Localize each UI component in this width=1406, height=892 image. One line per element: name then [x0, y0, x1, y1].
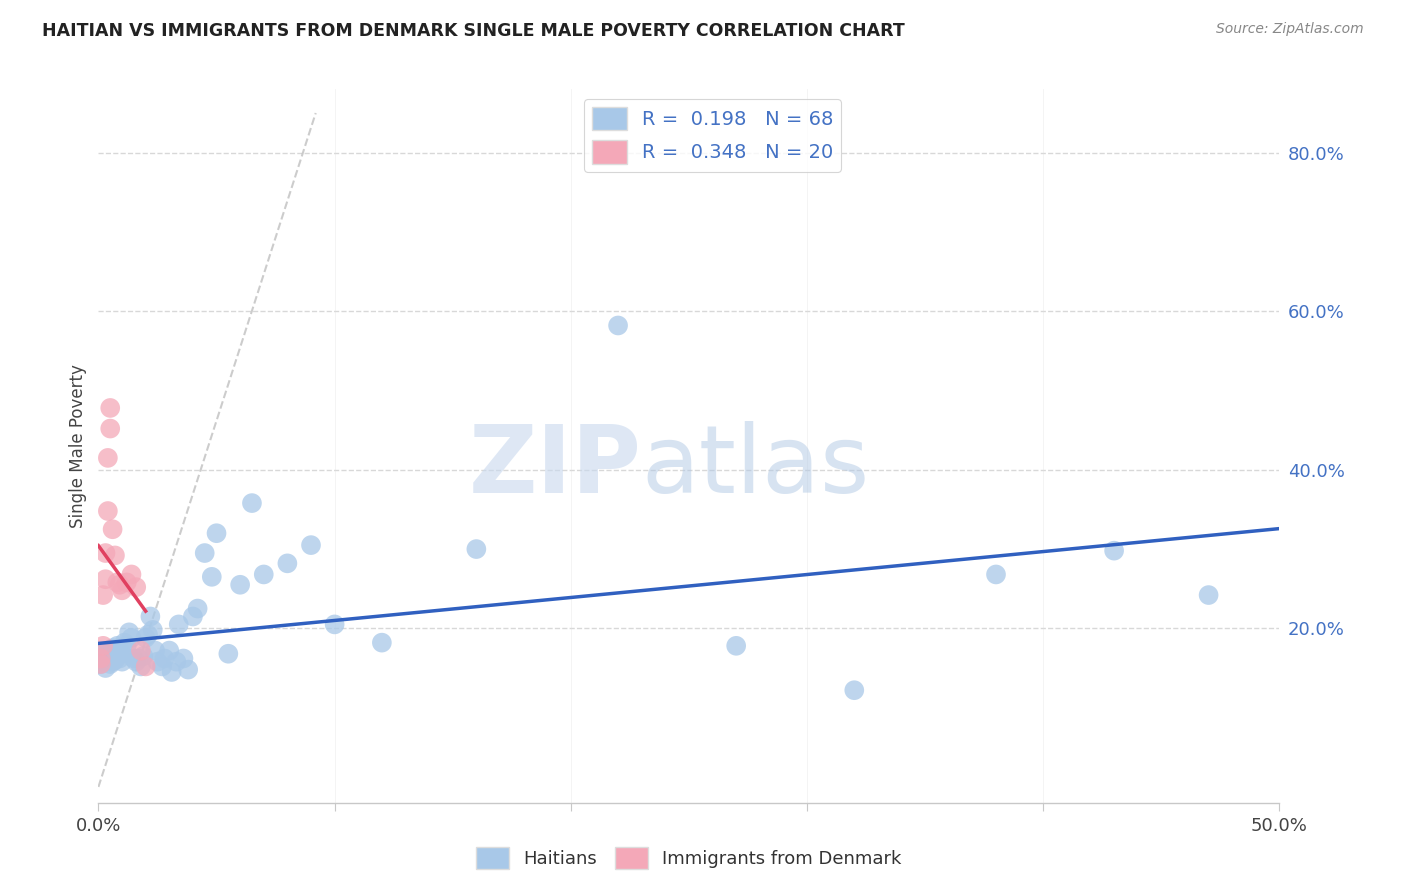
- Text: atlas: atlas: [641, 421, 870, 514]
- Point: [276, 557, 298, 571]
- Point: [108, 651, 131, 665]
- Point: [108, 578, 131, 592]
- Point: [1198, 588, 1220, 602]
- Point: [142, 623, 165, 637]
- Point: [129, 659, 152, 673]
- Point: [111, 647, 134, 661]
- Point: [118, 625, 141, 640]
- Point: [91, 655, 114, 669]
- Point: [129, 643, 152, 657]
- Point: [105, 647, 128, 661]
- Point: [160, 665, 183, 679]
- Point: [97, 504, 120, 518]
- Point: [725, 639, 748, 653]
- Point: [135, 631, 157, 645]
- Point: [108, 643, 131, 657]
- Point: [101, 649, 124, 664]
- Point: [111, 655, 134, 669]
- Point: [104, 645, 127, 659]
- Point: [94, 655, 117, 669]
- Point: [122, 651, 145, 665]
- Point: [98, 401, 121, 415]
- Y-axis label: Single Male Poverty: Single Male Poverty: [69, 364, 87, 528]
- Point: [465, 542, 488, 557]
- Point: [150, 659, 173, 673]
- Point: [97, 647, 120, 661]
- Text: ZIP: ZIP: [468, 421, 641, 514]
- Point: [91, 639, 114, 653]
- Point: [105, 575, 128, 590]
- Point: [177, 663, 200, 677]
- Point: [128, 651, 150, 665]
- Point: [105, 639, 128, 653]
- Point: [371, 635, 394, 649]
- Point: [844, 683, 866, 698]
- Point: [111, 583, 134, 598]
- Point: [125, 580, 148, 594]
- Point: [90, 651, 112, 665]
- Point: [187, 601, 209, 615]
- Point: [121, 567, 143, 582]
- Point: [153, 651, 176, 665]
- Point: [115, 575, 138, 590]
- Legend: Haitians, Immigrants from Denmark: Haitians, Immigrants from Denmark: [470, 839, 908, 876]
- Point: [94, 661, 117, 675]
- Point: [146, 655, 169, 669]
- Point: [112, 635, 135, 649]
- Point: [607, 318, 630, 333]
- Point: [201, 570, 224, 584]
- Point: [104, 653, 127, 667]
- Point: [135, 659, 157, 673]
- Point: [121, 631, 143, 645]
- Point: [94, 546, 117, 560]
- Point: [165, 655, 187, 669]
- Point: [97, 450, 120, 465]
- Point: [229, 578, 252, 592]
- Point: [143, 643, 166, 657]
- Point: [323, 617, 346, 632]
- Point: [217, 647, 239, 661]
- Point: [104, 549, 127, 563]
- Point: [98, 657, 121, 671]
- Point: [97, 653, 120, 667]
- Point: [132, 649, 155, 664]
- Point: [101, 641, 124, 656]
- Point: [136, 628, 159, 642]
- Point: [172, 651, 194, 665]
- Point: [181, 609, 204, 624]
- Point: [94, 651, 117, 665]
- Point: [205, 526, 228, 541]
- Point: [240, 496, 263, 510]
- Point: [94, 572, 117, 586]
- Point: [98, 647, 121, 661]
- Point: [167, 617, 190, 632]
- Point: [253, 567, 276, 582]
- Point: [91, 645, 114, 659]
- Point: [97, 643, 120, 657]
- Point: [98, 421, 121, 435]
- Point: [101, 522, 124, 536]
- Point: [157, 643, 180, 657]
- Point: [91, 649, 114, 664]
- Point: [90, 651, 112, 665]
- Point: [125, 655, 148, 669]
- Point: [1102, 543, 1125, 558]
- Point: [91, 588, 114, 602]
- Text: Source: ZipAtlas.com: Source: ZipAtlas.com: [1216, 22, 1364, 37]
- Text: HAITIAN VS IMMIGRANTS FROM DENMARK SINGLE MALE POVERTY CORRELATION CHART: HAITIAN VS IMMIGRANTS FROM DENMARK SINGL…: [42, 22, 905, 40]
- Point: [299, 538, 322, 552]
- Point: [194, 546, 217, 560]
- Point: [98, 651, 121, 665]
- Point: [101, 655, 124, 669]
- Point: [139, 609, 162, 624]
- Point: [984, 567, 1007, 582]
- Point: [90, 657, 112, 671]
- Point: [90, 657, 112, 671]
- Point: [115, 639, 138, 653]
